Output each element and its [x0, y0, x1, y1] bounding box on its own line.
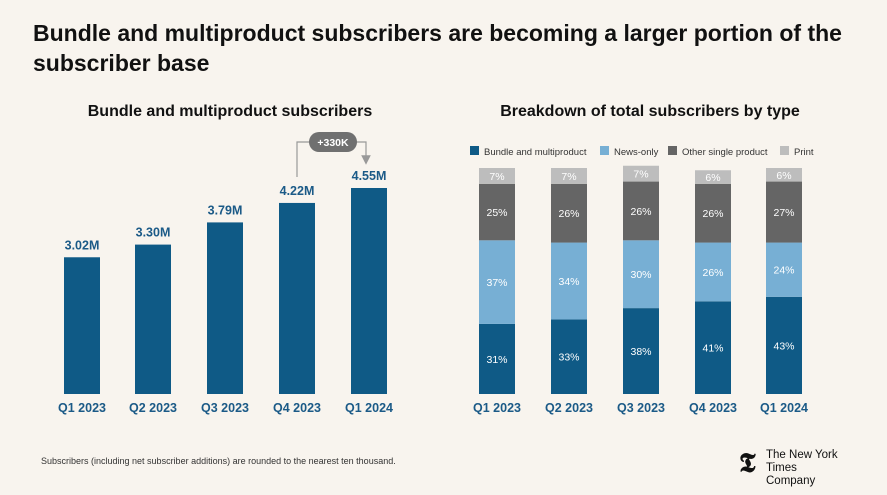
- segment-value-label: 26%: [702, 267, 723, 279]
- right-chart-title: Breakdown of total subscribers by type: [500, 103, 800, 120]
- logo-line-2: Company: [766, 475, 816, 487]
- x-tick-label: Q1 2023: [58, 401, 106, 415]
- stack-segment-bundle-and-multiproduct: [479, 323, 515, 394]
- legend-label: Bundle and multiproduct: [484, 147, 587, 158]
- footnote: Subscribers (including net subscriber ad…: [41, 456, 396, 466]
- stack-segment-other-single-product: [623, 181, 659, 241]
- segment-value-label: 30%: [630, 269, 651, 281]
- segment-value-label: 33%: [558, 352, 579, 364]
- stack-segment-print: [766, 168, 802, 182]
- bar-value-label: 3.02M: [65, 238, 100, 252]
- stack-segment-print: [695, 170, 731, 184]
- legend-swatch: [780, 146, 789, 155]
- stack-segment-print: [623, 165, 659, 182]
- segment-value-label: 38%: [630, 346, 651, 358]
- stack-segment-other-single-product: [551, 183, 587, 243]
- annotation-pill: [309, 132, 357, 152]
- segment-value-label: 27%: [773, 207, 794, 219]
- segment-value-label: 26%: [702, 208, 723, 220]
- segment-value-label: 26%: [630, 206, 651, 218]
- x-tick-label: Q4 2023: [273, 401, 321, 415]
- segment-value-label: 26%: [558, 208, 579, 220]
- segment-value-label: 41%: [702, 343, 723, 355]
- annotation-label: +330K: [317, 137, 349, 149]
- legend-swatch: [470, 146, 479, 155]
- logo-text: The New York Times Company: [766, 449, 869, 488]
- stack-segment-news-only: [479, 240, 515, 324]
- stack-segment-news-only: [551, 242, 587, 320]
- stack-segment-bundle-and-multiproduct: [551, 319, 587, 394]
- bar-value-label: 3.30M: [136, 226, 171, 240]
- page-title: Bundle and multiproduct subscribers are …: [33, 20, 842, 76]
- bar-value-label: 3.79M: [208, 203, 243, 217]
- x-tick-label: Q1 2024: [345, 401, 393, 415]
- x-tick-label: Q3 2023: [201, 401, 249, 415]
- legend-label: News-only: [614, 147, 659, 158]
- x-tick-label: Q2 2023: [545, 401, 593, 415]
- x-tick-label: Q4 2023: [689, 401, 737, 415]
- stack-segment-bundle-and-multiproduct: [623, 308, 659, 394]
- x-tick-label: Q1 2024: [760, 401, 808, 415]
- stack-segment-other-single-product: [695, 183, 731, 243]
- segment-value-label: 37%: [486, 277, 507, 289]
- segment-value-label: 31%: [486, 354, 507, 366]
- legend-label: Other single product: [682, 147, 768, 158]
- stack-segment-print: [479, 168, 515, 184]
- stack-segment-other-single-product: [479, 183, 515, 241]
- bar-q2-2023: [135, 244, 171, 394]
- nyt-t-icon: 𝕿: [739, 448, 756, 479]
- x-tick-label: Q3 2023: [617, 401, 665, 415]
- segment-value-label: 34%: [558, 276, 579, 288]
- segment-value-label: 6%: [776, 170, 791, 182]
- bar-value-label: 4.55M: [352, 169, 387, 183]
- stack-segment-other-single-product: [766, 181, 802, 243]
- stack-segment-news-only: [623, 240, 659, 309]
- left-bar-chart: 3.02M Q1 2023 3.30M Q2 2023 3.79M Q3 2023 4.22…: [58, 132, 393, 415]
- bar-q4-2023: [279, 202, 315, 394]
- stack-segment-print: [551, 168, 587, 184]
- bar-q1-2024: [351, 188, 387, 394]
- legend-swatch: [668, 146, 677, 155]
- segment-value-label: 25%: [486, 207, 507, 219]
- legend-swatch: [600, 146, 609, 155]
- stack-segment-news-only: [695, 242, 731, 302]
- stack-segment-news-only: [766, 242, 802, 297]
- segment-value-label: 7%: [633, 169, 648, 181]
- x-tick-label: Q1 2023: [473, 401, 521, 415]
- stack-segment-bundle-and-multiproduct: [695, 301, 731, 394]
- logo-line-1: The New York Times: [766, 449, 838, 474]
- segment-value-label: 24%: [773, 265, 794, 277]
- left-chart-title: Bundle and multiproduct subscribers: [87, 103, 373, 120]
- stack-segment-bundle-and-multiproduct: [766, 296, 802, 394]
- segment-value-label: 6%: [705, 172, 720, 184]
- nyt-logo: 𝕿 The New York Times Company: [739, 448, 869, 488]
- segment-value-label: 7%: [561, 171, 576, 183]
- segment-value-label: 7%: [489, 171, 504, 183]
- bar-value-label: 4.22M: [280, 184, 315, 198]
- legend-label: Print: [794, 147, 814, 158]
- right-stacked-chart: 31% 37% 25% 7% Q1 2023 33% 34% 26% 7% Q2 2023 38% 3…: [470, 146, 814, 415]
- bar-q3-2023: [207, 222, 243, 394]
- bar-q1-2023: [64, 257, 100, 394]
- segment-value-label: 43%: [773, 340, 794, 352]
- x-tick-label: Q2 2023: [129, 401, 177, 415]
